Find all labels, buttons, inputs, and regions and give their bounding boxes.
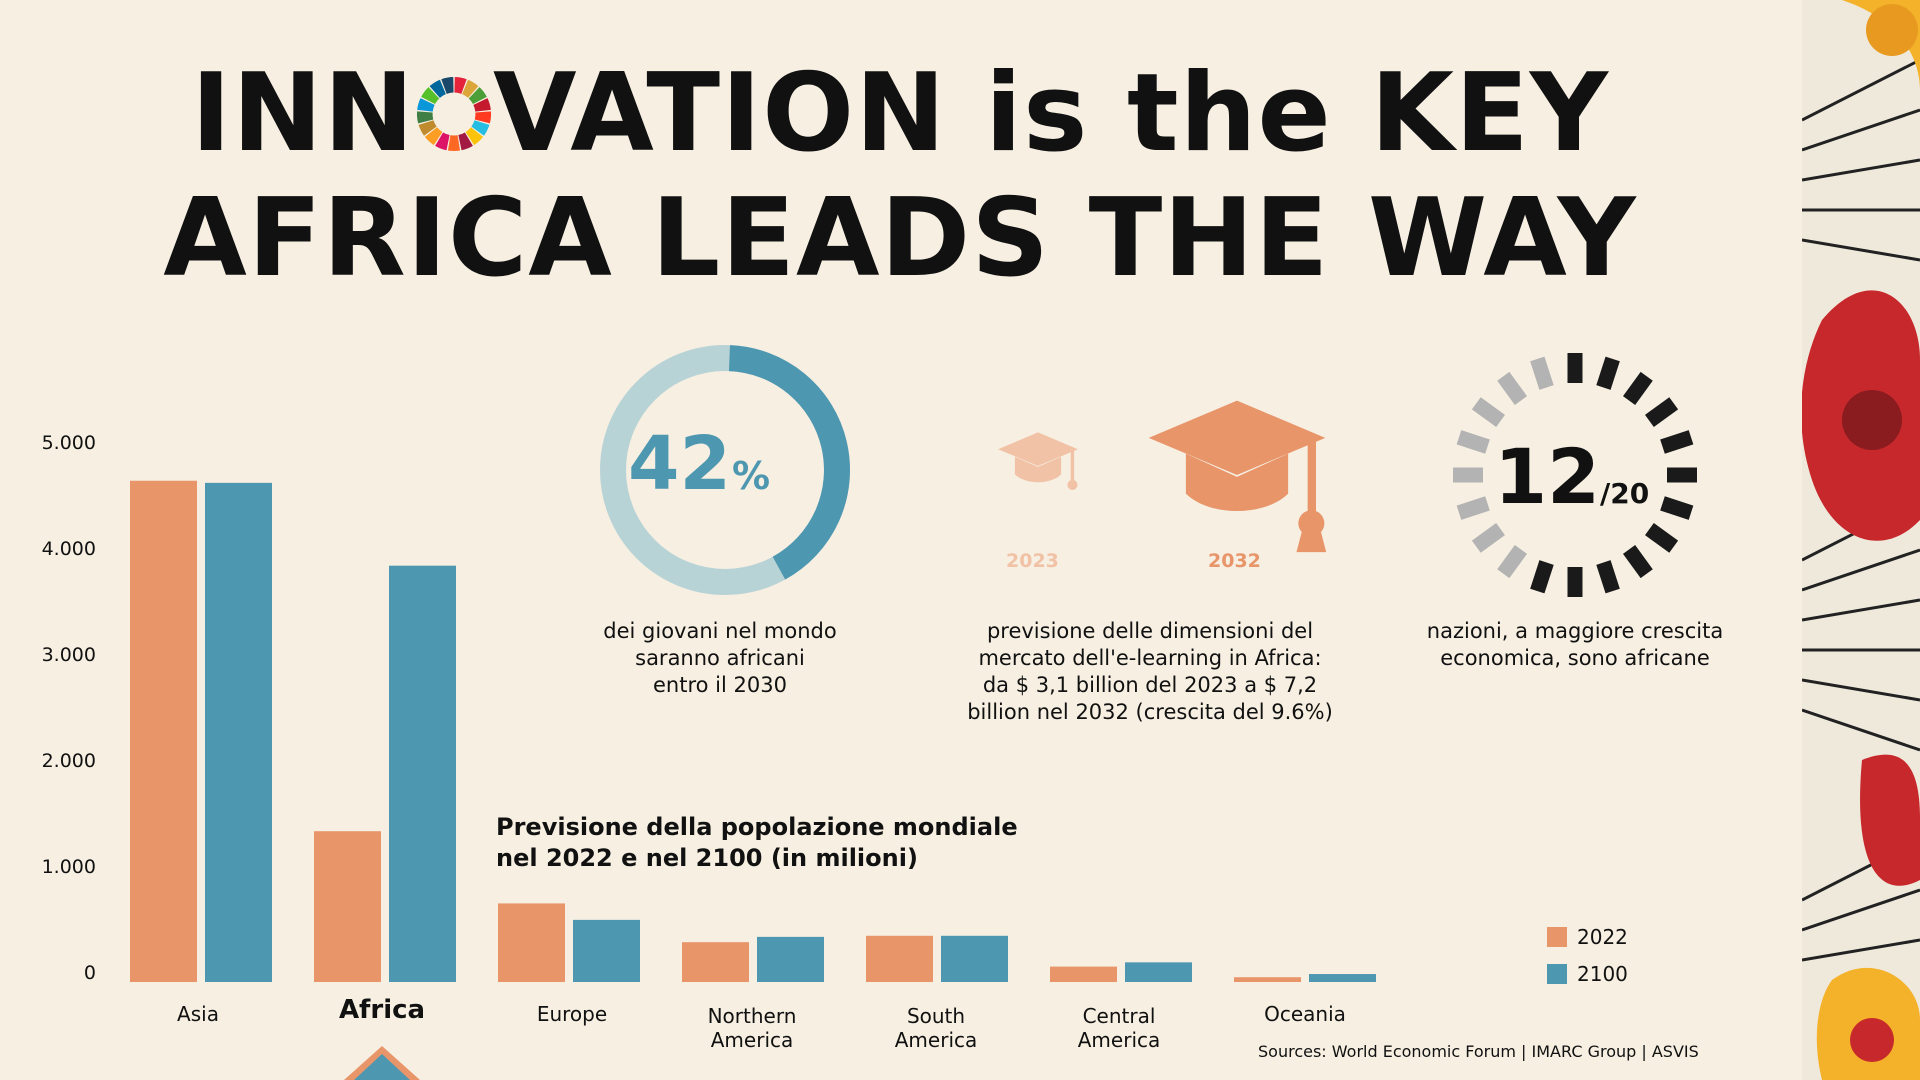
youth-donut-chart: 42 % [600, 345, 850, 595]
tick-mark-empty [1530, 356, 1554, 390]
bar-2022-2 [498, 903, 565, 982]
legend-label-2022: 2022 [1577, 925, 1628, 949]
tick-mark-filled [1623, 545, 1653, 579]
bar-2100-5 [1125, 962, 1192, 982]
category-label-asia: Asia [177, 1002, 219, 1026]
bar-2100-3 [757, 936, 824, 982]
category-label-africa: Africa [338, 995, 426, 1025]
sdg-wheel-segment [416, 111, 434, 124]
bar-2022-6 [1234, 977, 1301, 982]
bar-2100-4 [941, 935, 1008, 982]
sdg-wheel-segment [429, 79, 446, 99]
large-graduation-cap-icon [1148, 400, 1327, 553]
y-tick-label: 0 [83, 962, 96, 984]
sdg-wheel-segment [447, 135, 461, 152]
title-line-2: AFRICA LEADS THE WAY [163, 176, 1637, 301]
sdg-wheel-segment [462, 79, 479, 99]
countdown-ring-icon: 12 /20 [1453, 353, 1697, 597]
sdg-wheel-segment [471, 120, 490, 136]
tick-mark-empty [1497, 545, 1527, 579]
y-tick-label: 2.000 [41, 750, 96, 772]
title-line-1: INN VATION is the KEY [190, 51, 1609, 176]
africa-highlight-marker [344, 1046, 420, 1080]
donut-unit: % [732, 454, 770, 498]
tick-mark-filled [1530, 560, 1554, 594]
y-tick-label: 5.000 [41, 432, 96, 454]
sdg-wheel-segment [468, 87, 487, 105]
tick-mark-empty [1471, 397, 1505, 427]
sdg-wheel-segment [458, 132, 473, 151]
donut-value-arc [728, 345, 850, 580]
legend-label-2100: 2100 [1577, 962, 1628, 986]
category-label-central-america: Central America [1077, 1004, 1161, 1052]
bar-2100-0 [205, 482, 272, 982]
tick-mark-empty [1456, 496, 1490, 520]
y-tick-label: 3.000 [41, 644, 96, 666]
year-2023-label: 2023 [1006, 550, 1059, 572]
african-pattern-strip [1802, 0, 1920, 1080]
small-graduation-cap-icon [998, 432, 1078, 490]
bar-2022-3 [682, 942, 749, 982]
chart-title: Previsione della popolazione mondiale nel… [496, 813, 1018, 872]
category-label-south-america: South America [894, 1004, 978, 1052]
sdg-wheel-segment [454, 77, 467, 95]
tick-mark-empty [1456, 430, 1490, 454]
tick-mark-filled [1623, 371, 1653, 405]
youth-caption: dei giovani nel mondo saranno africani ent… [603, 619, 837, 697]
legend-item-2100: 2100 [1547, 962, 1628, 986]
bar-2022-5 [1050, 966, 1117, 982]
tick-mark-filled [1645, 397, 1679, 427]
bar-2100-2 [573, 919, 640, 982]
category-label-europe: Europe [536, 1002, 608, 1026]
legend-swatch-2100 [1547, 964, 1567, 984]
bar-2022-1 [314, 831, 381, 982]
sources-footer: Sources: World Economic Forum | IMARC Gr… [1258, 1042, 1699, 1061]
y-tick-label: 4.000 [41, 538, 96, 560]
sdg-wheel-segment [474, 111, 492, 124]
sdg-wheel-segment [435, 132, 450, 151]
tick-mark-empty [1497, 371, 1527, 405]
tick-mark-filled [1660, 430, 1694, 454]
tick-mark-filled [1596, 560, 1620, 594]
sdg-wheel-segment [473, 98, 491, 112]
category-label-oceania: Oceania [1264, 1002, 1346, 1026]
tick-mark-empty [1471, 523, 1505, 553]
nations-total: /20 [1600, 477, 1649, 510]
category-label-northern-america: Northern America [707, 1004, 797, 1052]
donut-value: 42 [628, 421, 731, 507]
tick-mark-filled [1645, 523, 1679, 553]
y-tick-label: 1.000 [41, 856, 96, 878]
legend-swatch-2022 [1547, 927, 1567, 947]
tick-mark-filled [1596, 356, 1620, 390]
legend-item-2022: 2022 [1547, 925, 1628, 949]
sdg-wheel-segment [465, 127, 484, 146]
bar-2100-1 [389, 565, 456, 982]
nations-caption: nazioni, a maggiore crescita economica, s… [1426, 619, 1724, 670]
sdg-wheel-segment [424, 127, 443, 146]
sdg-wheel-segment [418, 120, 437, 136]
sdg-wheel-segment [421, 87, 440, 105]
bar-2022-0 [130, 480, 197, 982]
bar-2022-4 [866, 935, 933, 982]
sdg-wheel-icon [416, 77, 492, 152]
sdg-wheel-segment [441, 77, 454, 95]
year-2032-label: 2032 [1208, 550, 1261, 572]
nations-count: 12 [1494, 432, 1600, 521]
tick-mark-filled [1660, 496, 1694, 520]
bar-2100-6 [1309, 974, 1376, 982]
sdg-wheel-segment [417, 98, 435, 112]
elearning-caption: previsione delle dimensioni del mercato d… [967, 619, 1333, 724]
